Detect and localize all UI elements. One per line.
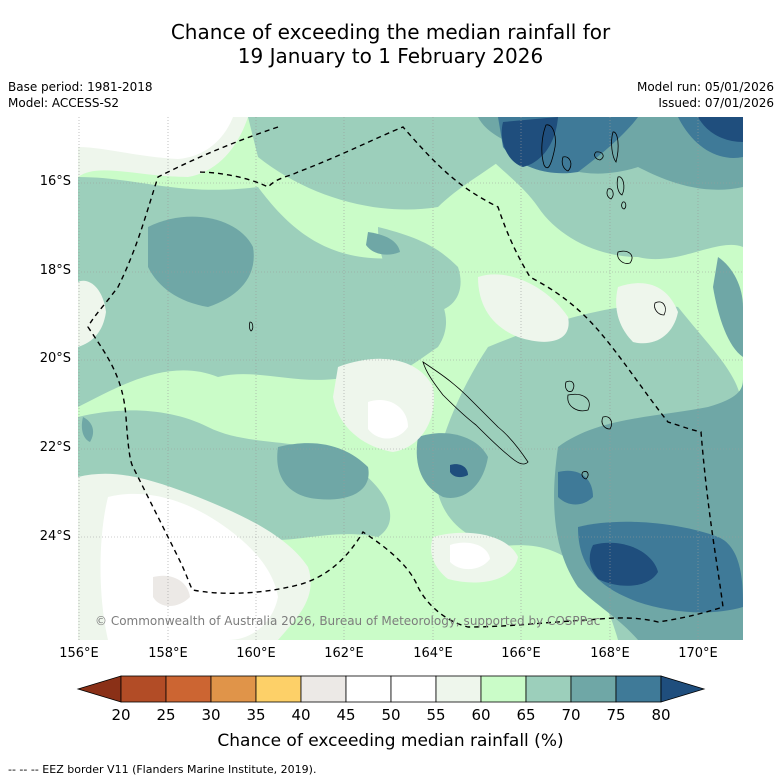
vanuatu-tanna bbox=[654, 301, 666, 316]
region-70-75 bbox=[81, 417, 94, 442]
colorbar-tick-label: 40 bbox=[291, 706, 311, 724]
lat-label-16s: 16°S bbox=[39, 174, 71, 189]
colorbar-bins bbox=[120, 675, 662, 703]
eez-legend-note: -- -- -- EEZ border V11 (Flanders Marine… bbox=[8, 763, 317, 776]
colorbar-bin bbox=[390, 675, 437, 703]
lon-label-158e: 158°E bbox=[148, 646, 188, 661]
region-45-55 bbox=[368, 399, 408, 439]
lat-label-24s: 24°S bbox=[39, 529, 71, 544]
isle-of-pines bbox=[581, 471, 589, 480]
coastlines bbox=[248, 124, 666, 480]
lon-label-156e: 156°E bbox=[59, 646, 99, 661]
vanuatu-maewo bbox=[611, 131, 619, 163]
region-70-75 bbox=[713, 257, 743, 357]
colorbar-bin bbox=[345, 675, 392, 703]
model-name: Model: ACCESS-S2 bbox=[8, 96, 120, 110]
issued-date: Issued: 07/01/2026 bbox=[658, 96, 774, 110]
colorbar-tick-label: 45 bbox=[336, 706, 356, 724]
lon-label-170e: 170°E bbox=[678, 646, 718, 661]
colorbar-tick-label: 30 bbox=[201, 706, 221, 724]
region-55-60 bbox=[478, 274, 569, 342]
lat-label-22s: 22°S bbox=[39, 440, 71, 455]
region-45-55 bbox=[100, 493, 278, 640]
chesterfield-islands bbox=[248, 321, 254, 332]
region-70-75 bbox=[148, 216, 254, 307]
copyright-notice: © Commonwealth of Australia 2026, Bureau… bbox=[95, 614, 601, 628]
new-caledonia-island bbox=[422, 361, 529, 465]
region-80-plus bbox=[589, 542, 658, 586]
colorbar-tick-label: 55 bbox=[426, 706, 446, 724]
colorbar-bin bbox=[165, 675, 212, 703]
colorbar-tick-label: 65 bbox=[516, 706, 536, 724]
region-80-plus bbox=[501, 117, 558, 167]
lat-label-20s: 20°S bbox=[39, 351, 71, 366]
colorbar-bin bbox=[525, 675, 572, 703]
colorbar-tick-label: 60 bbox=[471, 706, 491, 724]
colorbar-bin bbox=[480, 675, 527, 703]
colorbar-low-arrow bbox=[76, 675, 122, 703]
lon-label-166e: 166°E bbox=[501, 646, 541, 661]
colorbar-bin bbox=[300, 675, 347, 703]
rainfall-map bbox=[78, 117, 743, 640]
region-70-75 bbox=[277, 443, 369, 500]
vanuatu-island bbox=[606, 188, 614, 200]
region-40-45 bbox=[153, 575, 190, 606]
region-45-55 bbox=[78, 117, 233, 159]
lon-label-162e: 162°E bbox=[324, 646, 364, 661]
base-period: Base period: 1981-2018 bbox=[8, 80, 153, 94]
lat-label-18s: 18°S bbox=[39, 263, 71, 278]
vanuatu-efate bbox=[617, 250, 633, 264]
region-55-60 bbox=[78, 280, 106, 347]
vanuatu-island bbox=[561, 156, 572, 172]
graticule bbox=[78, 117, 743, 640]
colorbar-tick-label: 35 bbox=[246, 706, 266, 724]
lon-label-168e: 168°E bbox=[590, 646, 630, 661]
colorbar-title: Chance of exceeding median rainfall (%) bbox=[217, 731, 564, 751]
model-run: Model run: 05/01/2026 bbox=[636, 80, 774, 94]
eez-border bbox=[87, 126, 724, 628]
lon-label-160e: 160°E bbox=[236, 646, 276, 661]
region-65-70 bbox=[248, 117, 548, 210]
probability-contours bbox=[78, 117, 743, 640]
colorbar-high-arrow bbox=[660, 675, 706, 703]
loyalty-island-ouvea bbox=[565, 380, 575, 392]
loyalty-island-lifou bbox=[567, 393, 590, 412]
vanuatu-island bbox=[616, 176, 625, 196]
colorbar bbox=[76, 675, 706, 703]
region-80-plus bbox=[450, 464, 468, 478]
map-title-line2: 19 January to 1 February 2026 bbox=[237, 44, 544, 68]
region-45-55 bbox=[450, 542, 490, 570]
region-80-plus bbox=[698, 117, 743, 142]
colorbar-bin bbox=[615, 675, 662, 703]
lon-label-164e: 164°E bbox=[413, 646, 453, 661]
colorbar-tick-label: 50 bbox=[381, 706, 401, 724]
vanuatu-espiritu-santo bbox=[541, 124, 556, 169]
vanuatu-island bbox=[594, 151, 604, 161]
colorbar-tick-label: 25 bbox=[156, 706, 176, 724]
map-title-line1: Chance of exceeding the median rainfall … bbox=[170, 20, 611, 44]
colorbar-tick-label: 20 bbox=[111, 706, 131, 724]
region-70-75 bbox=[366, 232, 400, 255]
region-55-60 bbox=[616, 283, 678, 344]
colorbar-bin bbox=[570, 675, 617, 703]
colorbar-bin bbox=[435, 675, 482, 703]
colorbar-bin bbox=[120, 675, 167, 703]
vanuatu-island bbox=[621, 201, 627, 210]
colorbar-tick-label: 70 bbox=[561, 706, 581, 724]
loyalty-island-mare bbox=[601, 416, 612, 430]
colorbar-tick-label: 80 bbox=[651, 706, 671, 724]
region-75-80 bbox=[558, 470, 593, 505]
colorbar-bin bbox=[210, 675, 257, 703]
colorbar-bin bbox=[255, 675, 302, 703]
colorbar-tick-label: 75 bbox=[606, 706, 626, 724]
